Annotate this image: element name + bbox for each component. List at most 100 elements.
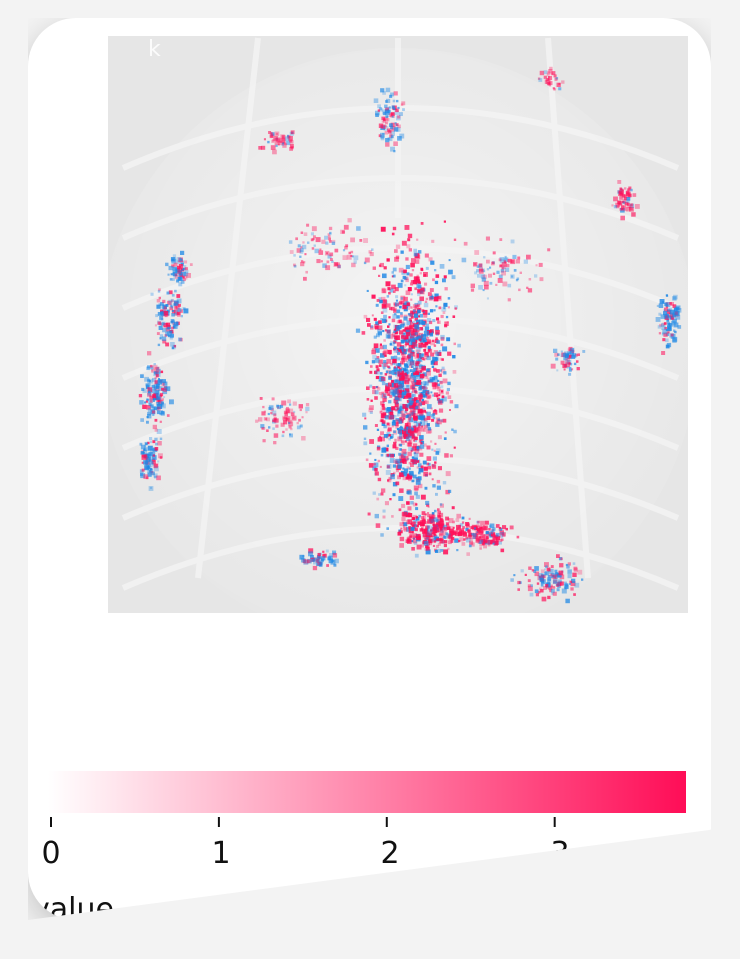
attribution-pixel (388, 291, 391, 295)
attribution-pixel (406, 426, 410, 431)
attribution-pixel (480, 533, 485, 539)
attribution-pixel (439, 503, 443, 506)
attribution-pixel (272, 419, 275, 423)
attribution-pixel (419, 421, 422, 424)
attribution-pixel (380, 226, 386, 232)
attribution-pixel (446, 523, 450, 527)
attribution-pixel (331, 260, 334, 263)
attribution-pixel (435, 538, 438, 541)
attribution-pixel (413, 399, 418, 404)
attribution-pixel (174, 274, 180, 280)
attribution-pixel (381, 376, 386, 382)
attribution-pixel (452, 531, 457, 536)
attribution-pixel (423, 393, 427, 397)
attribution-pixel (374, 325, 379, 330)
attribution-pixel (379, 465, 382, 468)
attribution-pixel (414, 528, 418, 532)
attribution-pixel (342, 249, 346, 252)
attribution-pixel (555, 572, 558, 575)
attribution-pixel (307, 241, 310, 244)
attribution-pixel (419, 338, 424, 343)
attribution-pixel (394, 438, 397, 442)
attribution-pixel (383, 266, 387, 270)
attribution-pixel (390, 390, 393, 393)
attribution-pixel (147, 461, 150, 464)
attribution-pixel (394, 249, 398, 253)
attribution-pixel (395, 408, 398, 412)
attribution-pixel (401, 430, 407, 435)
attribution-pixel (378, 493, 381, 496)
attribution-pixel (478, 531, 482, 535)
attribution-pixel (415, 516, 418, 519)
attribution-pixel (179, 309, 183, 313)
attribution-pixel (470, 542, 475, 547)
attribution-pixel (282, 417, 287, 422)
attribution-pixel (383, 362, 388, 367)
attribution-pixel (533, 570, 537, 573)
attribution-pixel (149, 395, 154, 400)
attribution-pixel (149, 469, 154, 473)
attribution-pixel (436, 448, 441, 453)
attribution-pixel (431, 365, 435, 368)
attribution-pixel (412, 428, 416, 433)
attribution-pixel (438, 400, 443, 405)
attribution-pixel (400, 250, 404, 254)
attribution-pixel (416, 361, 420, 365)
attribution-pixel (174, 312, 177, 316)
attribution-pixel (417, 288, 421, 293)
attribution-pixel (404, 344, 407, 347)
attribution-pixel (662, 322, 666, 326)
attribution-pixel (378, 264, 382, 267)
attribution-pixel (387, 479, 390, 482)
attribution-pixel (258, 146, 262, 150)
attribution-pixel (388, 137, 393, 142)
attribution-pixel (628, 186, 632, 190)
attribution-pixel (422, 309, 428, 315)
attribution-pixel (405, 473, 408, 476)
attribution-pixel (413, 276, 419, 281)
attribution-pixel (393, 346, 397, 350)
attribution-pixel (381, 362, 387, 368)
attribution-pixel (183, 278, 186, 282)
attribution-pixel (452, 370, 457, 374)
attribution-pixel (658, 303, 664, 308)
attribution-pixel (375, 386, 378, 389)
attribution-pixel (183, 271, 188, 277)
attribution-pixel (453, 342, 456, 346)
attribution-pixel (416, 279, 421, 284)
attribution-pixel (548, 568, 554, 574)
attribution-pixel (404, 440, 407, 443)
attribution-pixel (408, 417, 414, 423)
attribution-pixel (394, 325, 400, 330)
attribution-pixel (410, 312, 416, 318)
attribution-pixel (412, 393, 416, 398)
attribution-pixel (414, 287, 418, 291)
attribution-pixel (374, 513, 379, 519)
attribution-pixel (428, 348, 433, 353)
attribution-pixel (571, 353, 577, 358)
attribution-pixel (408, 446, 413, 452)
attribution-pixel (555, 77, 559, 80)
attribution-pixel (390, 112, 395, 116)
attribution-pixel (418, 417, 421, 421)
attribution-pixel (300, 231, 304, 234)
attribution-pixel (374, 358, 380, 363)
attribution-pixel (289, 403, 292, 406)
attribution-pixel (303, 276, 307, 281)
attribution-pixel (273, 441, 277, 445)
attribution-pixel (577, 569, 583, 575)
attribution-pixel (149, 437, 153, 441)
attribution-pixel (480, 520, 485, 526)
attribution-pixel (474, 527, 477, 530)
attribution-pixel (426, 318, 432, 323)
attribution-pixel (420, 416, 426, 421)
attribution-pixel (534, 589, 539, 594)
attribution-pixel (436, 397, 440, 401)
attribution-pixel (483, 270, 486, 273)
attribution-pixel (477, 273, 481, 278)
attribution-pixel (384, 130, 389, 135)
attribution-pixel (380, 431, 384, 436)
attribution-pixel (397, 124, 401, 129)
attribution-pixel (481, 277, 486, 282)
attribution-pixel (478, 263, 483, 267)
